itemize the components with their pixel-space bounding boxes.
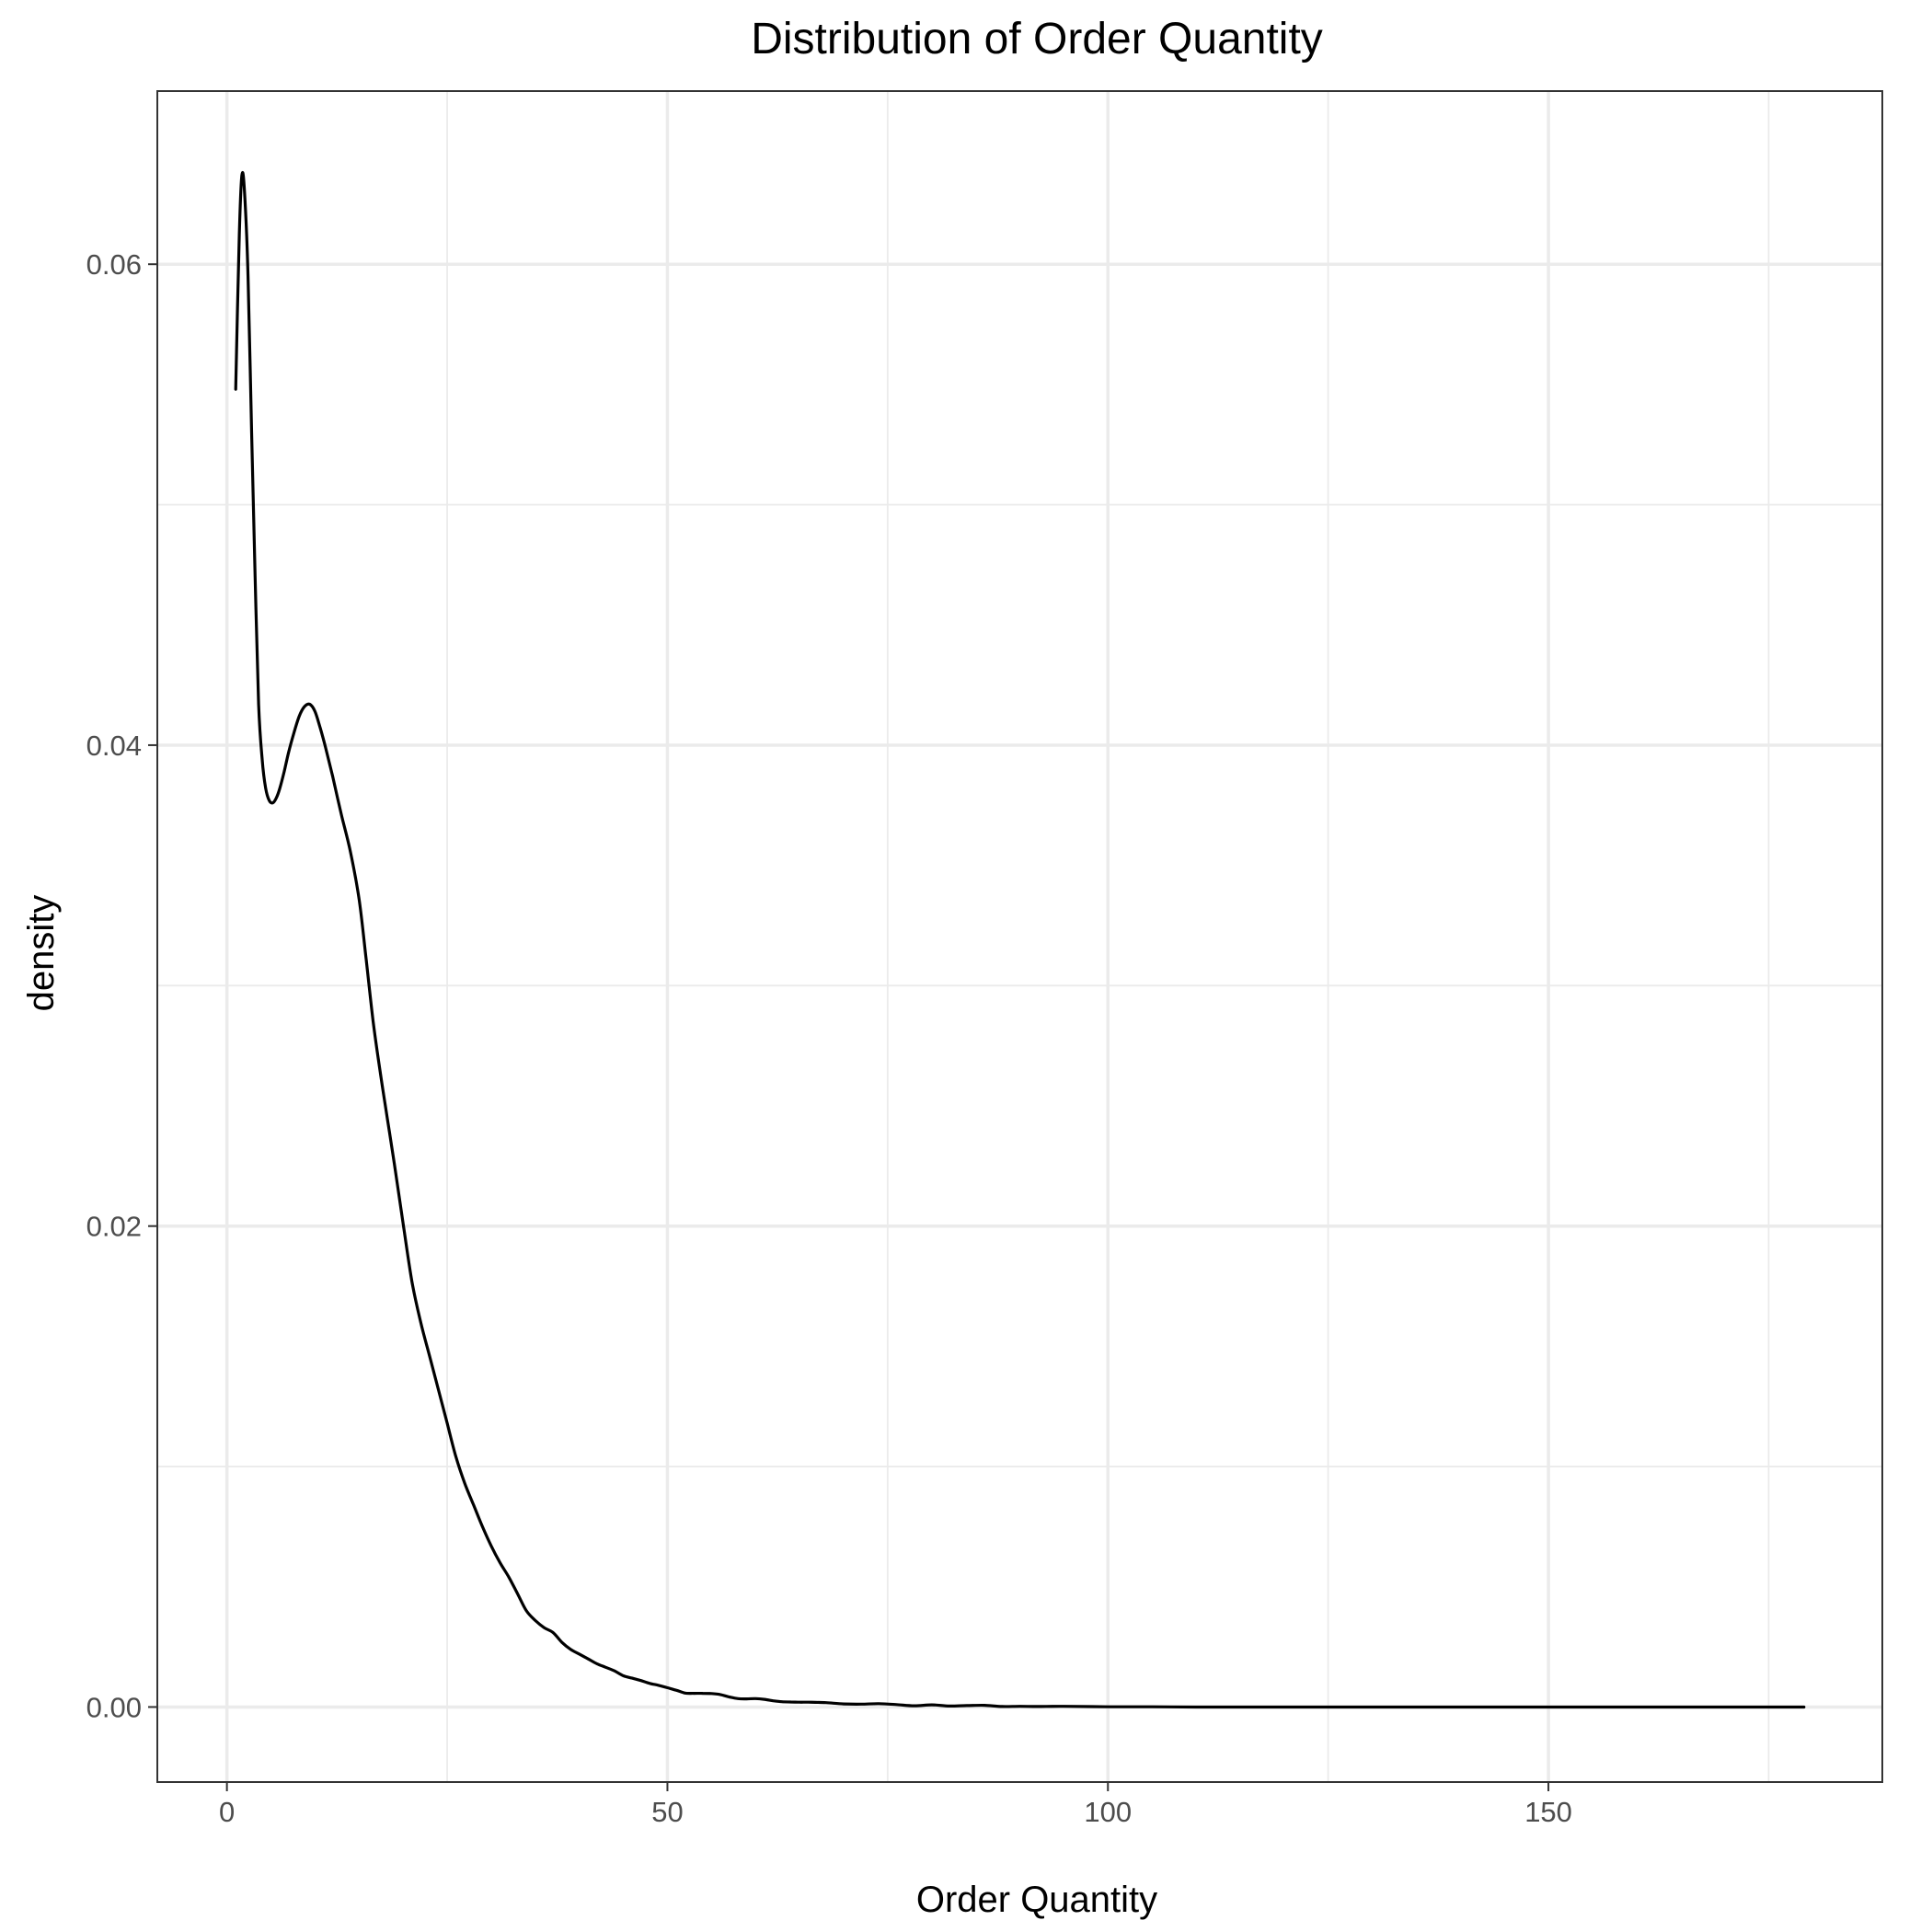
chart-title: Distribution of Order Quantity bbox=[751, 15, 1323, 63]
panel-background bbox=[157, 91, 1882, 1782]
y-tick-label-3: 0.06 bbox=[86, 248, 142, 281]
x-tick-label-0: 0 bbox=[219, 1796, 235, 1828]
y-axis: 0.00 0.02 0.04 0.06 bbox=[86, 248, 157, 1723]
x-axis: 0 50 100 150 bbox=[219, 1782, 1572, 1828]
x-tick-label-3: 150 bbox=[1524, 1796, 1572, 1828]
y-tick-label-2: 0.04 bbox=[86, 730, 142, 762]
major-gridlines bbox=[157, 91, 1882, 1782]
y-tick-label-0: 0.00 bbox=[86, 1691, 142, 1723]
minor-gridlines bbox=[157, 91, 1882, 1782]
x-tick-label-2: 100 bbox=[1084, 1796, 1132, 1828]
x-axis-title: Order Quantity bbox=[916, 1880, 1157, 1920]
y-axis-title: density bbox=[21, 895, 62, 1012]
y-tick-label-1: 0.02 bbox=[86, 1211, 142, 1243]
x-tick-label-1: 50 bbox=[651, 1796, 683, 1828]
plot-panel bbox=[156, 90, 1883, 1783]
density-line bbox=[234, 170, 1806, 1709]
panel-border bbox=[156, 90, 1883, 1783]
